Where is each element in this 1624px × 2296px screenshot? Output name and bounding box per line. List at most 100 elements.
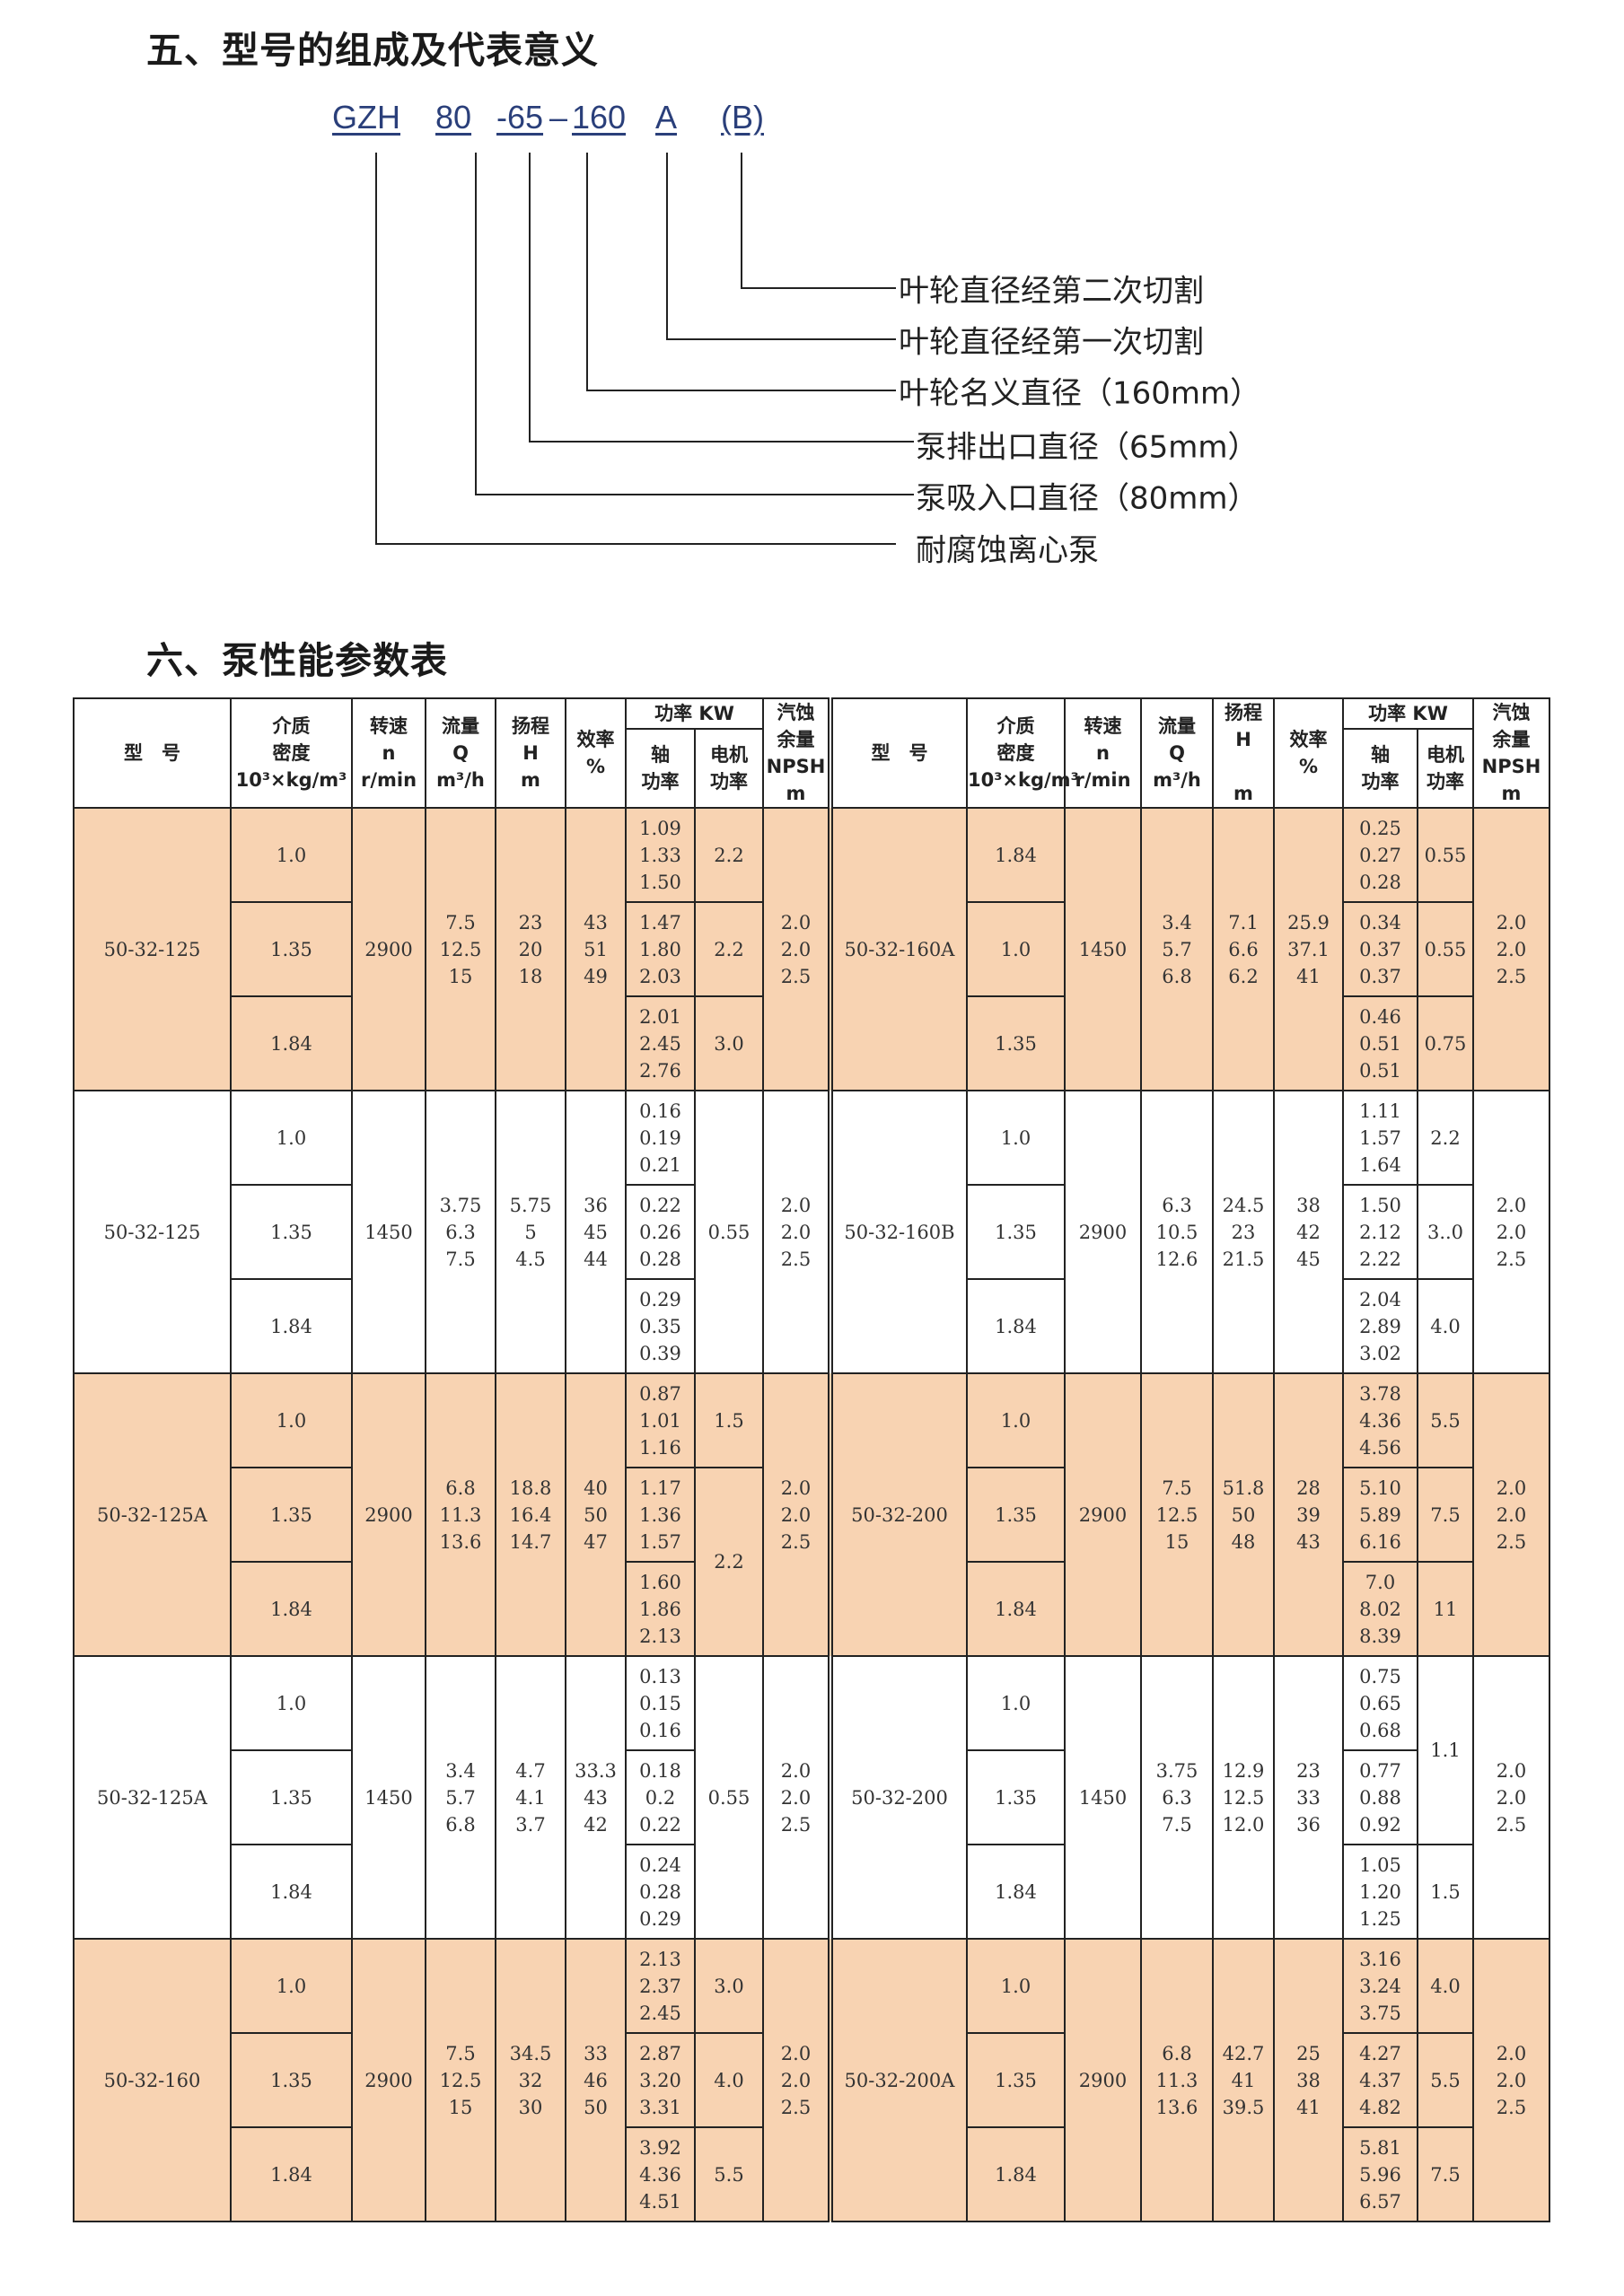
density-cell: 1.0 [230,1372,353,1468]
density-cell: 1.0 [230,1655,353,1751]
leader-line-impeller [586,153,896,391]
motor-power-cell: 0.55 [694,1655,764,1940]
speed-cell: 1450 [1064,807,1142,1091]
motor-power-cell: 4.0 [1417,1938,1474,2034]
leader-line-pump-type [375,153,896,545]
header-motor-power: 电机 功率 [1417,728,1474,809]
density-cell: 1.0 [966,1090,1066,1186]
table-row: 1.84 0.24 0.28 0.29 1.84 1.05 1.20 1.25 1.5 [74,1844,1549,1940]
flow-cell: 6.8 11.3 13.6 [425,1372,496,1657]
shaft-power-cell: 1.47 1.80 2.03 [625,901,696,997]
density-cell: 1.35 [966,1749,1066,1845]
npsh-cell: 2.0 2.0 2.5 [762,1372,831,1657]
efficiency-cell: 36 45 44 [565,1090,627,1374]
motor-power-cell: 1.5 [694,1372,764,1468]
speed-cell: 2900 [1064,1938,1142,2222]
shaft-power-cell: 0.16 0.19 0.21 [625,1090,696,1186]
motor-power-cell: 2.2 [1417,1090,1474,1186]
head-cell: 23 20 18 [495,807,566,1091]
motor-power-cell: 2.2 [694,807,764,903]
shaft-power-cell: 1.50 2.12 2.22 [1342,1184,1418,1280]
motor-power-cell: 2.2 [694,1467,764,1657]
speed-cell: 1450 [351,1655,426,1940]
header-head: 扬程 H m [1212,697,1275,809]
model-cell: 50-32-200 [828,1372,968,1657]
table-row: 1.84 1.60 1.86 2.13 1.84 7.0 8.02 8.39 11 [74,1561,1549,1657]
density-cell: 1.35 [230,1749,353,1845]
density-cell: 1.0 [230,1090,353,1186]
speed-cell: 1450 [351,1090,426,1374]
efficiency-cell: 33 46 50 [565,1938,627,2222]
header-speed: 转速 n r/min [1064,697,1142,809]
efficiency-cell: 25 38 41 [1273,1938,1344,2222]
density-cell: 1.35 [966,1184,1066,1280]
density-cell: 1.0 [966,1372,1066,1468]
head-cell: 4.7 4.1 3.7 [495,1655,566,1940]
shaft-power-cell: 4.27 4.37 4.82 [1342,2032,1418,2128]
shaft-power-cell: 2.87 3.20 3.31 [625,2032,696,2128]
shaft-power-cell: 1.05 1.20 1.25 [1342,1844,1418,1940]
npsh-cell: 2.0 2.0 2.5 [762,1655,831,1940]
head-cell: 7.1 6.6 6.2 [1212,807,1275,1091]
density-cell: 1.0 [966,1655,1066,1751]
shaft-power-cell: 1.17 1.36 1.57 [625,1467,696,1563]
efficiency-cell: 43 51 49 [565,807,627,1091]
header-shaft-power: 轴 功率 [625,728,696,809]
npsh-cell: 2.0 2.0 2.5 [762,1090,831,1374]
flow-cell: 3.4 5.7 6.8 [1140,807,1214,1091]
table-row: 1.84 3.92 4.36 4.51 5.5 1.84 5.81 5.96 6.57 7… [74,2126,1549,2222]
density-cell: 1.0 [230,1938,353,2034]
motor-power-cell: 3..0 [1417,1184,1474,1280]
motor-power-cell: 1.1 [1417,1655,1474,1845]
density-cell: 1.35 [966,2032,1066,2128]
shaft-power-cell: 0.77 0.88 0.92 [1342,1749,1418,1845]
density-cell: 1.84 [966,1844,1066,1940]
npsh-cell: 2.0 2.0 2.5 [762,1938,831,2222]
npsh-cell: 2.0 2.0 2.5 [1472,1655,1550,1940]
speed-cell: 2900 [351,1938,426,2222]
header-flow: 流量 Q m³/h [425,697,496,809]
table-row: 50-32-125A 1.0 1450 3.4 5.7 6.8 4.7 4.1 3.7 3… [73,1655,1550,1940]
header-shaft-power: 轴 功率 [1342,728,1418,809]
density-cell: 1.35 [230,2032,353,2128]
header-npsh: 汽蚀 余量 NPSH m [762,697,831,809]
code-part-gzh: GZH [332,99,400,136]
head-cell: 24.5 23 21.5 [1212,1090,1275,1374]
head-cell: 18.8 16.4 14.7 [495,1372,566,1657]
code-part-second-cut: (B) [721,99,764,136]
header-motor-power: 电机 功率 [694,728,764,809]
speed-cell: 2900 [351,807,426,1091]
shaft-power-cell: 3.78 4.36 4.56 [1342,1372,1418,1468]
density-cell: 1.84 [230,2126,353,2222]
head-cell: 42.7 41 39.5 [1212,1938,1275,2222]
head-cell: 51.8 50 48 [1212,1372,1275,1657]
flow-cell: 3.4 5.7 6.8 [425,1655,496,1940]
table-row: 1.35 1.17 1.36 1.57 2.2 1.35 5.10 5.89 6.16 7… [74,1467,1549,1657]
table-row: 1.35 2.87 3.20 3.31 4.0 1.35 4.27 4.37 4.82 5… [74,2032,1549,2128]
flow-cell: 6.8 11.3 13.6 [1140,1938,1214,2222]
motor-power-cell: 7.5 [1417,2126,1474,2222]
label-pump-type: 耐腐蚀离心泵 [916,532,1099,569]
density-cell: 1.0 [230,807,353,903]
efficiency-cell: 40 50 47 [565,1372,627,1657]
speed-cell: 2900 [1064,1090,1142,1374]
table-row: 50-32-125 1.0 1450 3.75 6.3 7.5 5.75 5 4.5 36… [73,1090,1550,1374]
density-cell: 1.84 [230,995,353,1091]
speed-cell: 2900 [1064,1372,1142,1657]
section-title-model-composition: 五、型号的组成及代表意义 [146,29,599,72]
table-row: 50-32-160 1.0 2900 7.5 12.5 15 34.5 32 30 33 … [73,1938,1550,2222]
density-cell: 1.84 [966,2126,1066,2222]
header-speed: 转速 n r/min [351,697,426,809]
leader-line-first-cut [666,153,896,340]
shaft-power-cell: 3.92 4.36 4.51 [625,2126,696,2222]
speed-cell: 1450 [1064,1655,1142,1940]
motor-power-cell: 0.55 [1417,901,1474,997]
density-cell: 1.84 [230,1561,353,1657]
motor-power-cell: 3.0 [694,1938,764,2034]
speed-cell: 2900 [351,1372,426,1657]
efficiency-cell: 38 42 45 [1273,1090,1344,1374]
npsh-cell: 2.0 2.0 2.5 [762,807,831,1091]
shaft-power-cell: 2.13 2.37 2.45 [625,1938,696,2034]
code-part-outlet: -65 [496,99,544,136]
header-model: 型 号 [828,697,968,809]
